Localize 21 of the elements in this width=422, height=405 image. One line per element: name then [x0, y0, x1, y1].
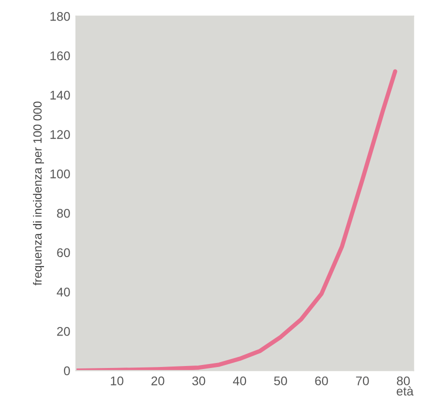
x-tick-label: 50: [274, 376, 288, 386]
y-tick-label: 60: [57, 248, 70, 258]
y-tick-label: 160: [50, 51, 70, 60]
x-tick-label: 10: [110, 376, 124, 386]
y-tick-label: 80: [57, 208, 70, 218]
x-axis-title: età: [396, 386, 414, 396]
y-tick-label: 40: [56, 288, 70, 296]
y-tick-label: 0: [64, 366, 70, 376]
x-tick-label: 40: [232, 376, 246, 386]
x-tick-label: 60: [315, 376, 328, 386]
x-tick-label: 80: [396, 376, 410, 386]
y-tick-label: 100: [50, 170, 70, 178]
y-tick-label: 20: [57, 327, 70, 336]
y-tick-label: 120: [50, 130, 70, 139]
x-tick-label: 70: [356, 376, 369, 386]
x-tick-label: 30: [192, 376, 206, 386]
y-tick-label: 140: [50, 90, 70, 100]
line-series: [76, 69, 398, 371]
y-axis-title: frequenza di incidenza per 100 000: [32, 102, 44, 286]
x-tick-label: 20: [151, 376, 164, 386]
y-tick-label: 180: [50, 12, 70, 21]
